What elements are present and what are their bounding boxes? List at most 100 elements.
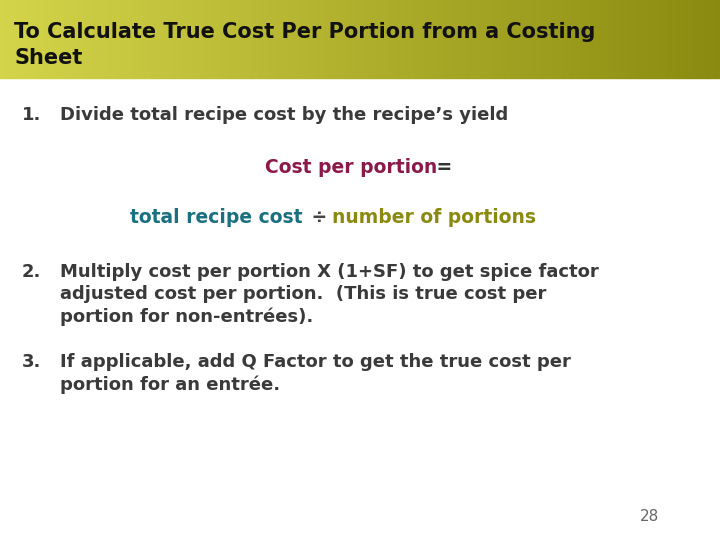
Bar [41, 0, 43, 78]
Bar [336, 0, 338, 78]
Bar [293, 0, 295, 78]
Bar [250, 0, 252, 78]
Bar [398, 0, 401, 78]
Bar [197, 0, 199, 78]
Bar [178, 0, 180, 78]
Bar [9, 0, 12, 78]
Bar [617, 0, 619, 78]
Bar [238, 0, 240, 78]
Bar [607, 0, 610, 78]
Bar [14, 0, 17, 78]
Bar [94, 0, 96, 78]
Bar [391, 0, 394, 78]
Bar [346, 0, 348, 78]
Bar [233, 0, 235, 78]
Bar [405, 0, 408, 78]
Bar [127, 0, 130, 78]
Bar [101, 0, 103, 78]
Bar [516, 0, 518, 78]
Bar [351, 0, 353, 78]
Bar [108, 0, 110, 78]
Bar [427, 0, 430, 78]
Bar [17, 0, 19, 78]
Bar [144, 0, 146, 78]
Text: Sheet: Sheet [14, 48, 82, 68]
Bar [240, 0, 243, 78]
Bar [362, 0, 365, 78]
Bar [588, 0, 590, 78]
Bar [19, 0, 22, 78]
Bar [72, 0, 74, 78]
Bar [521, 0, 523, 78]
Bar [252, 0, 254, 78]
Bar [300, 0, 302, 78]
Bar [698, 0, 701, 78]
Bar [161, 0, 163, 78]
Bar [629, 0, 631, 78]
Bar [322, 0, 324, 78]
Bar [423, 0, 425, 78]
Bar [420, 0, 423, 78]
Bar [574, 0, 576, 78]
Bar [547, 0, 549, 78]
Bar [475, 0, 477, 78]
Bar [410, 0, 413, 78]
Bar [216, 0, 218, 78]
Bar [581, 0, 583, 78]
Bar [403, 0, 405, 78]
Bar [180, 0, 182, 78]
Bar [151, 0, 153, 78]
Bar [60, 0, 63, 78]
Bar [24, 0, 27, 78]
Bar [439, 0, 441, 78]
Bar [449, 0, 451, 78]
Bar [384, 0, 387, 78]
Bar [379, 0, 382, 78]
Bar [477, 0, 480, 78]
Bar [603, 0, 605, 78]
Bar [132, 0, 135, 78]
Bar [5, 0, 7, 78]
Bar [192, 0, 194, 78]
Bar [682, 0, 684, 78]
Bar [482, 0, 485, 78]
Bar [305, 0, 307, 78]
Text: To Calculate True Cost Per Portion from a Costing: To Calculate True Cost Per Portion from … [14, 22, 595, 42]
Bar [211, 0, 214, 78]
Text: =: = [430, 158, 452, 177]
Bar [473, 0, 475, 78]
Bar [137, 0, 139, 78]
Bar [324, 0, 326, 78]
Bar [538, 0, 540, 78]
Bar [567, 0, 569, 78]
Bar [163, 0, 166, 78]
Bar [686, 0, 689, 78]
Bar [576, 0, 578, 78]
Bar [526, 0, 528, 78]
Bar [259, 0, 261, 78]
Bar [139, 0, 142, 78]
Bar [480, 0, 482, 78]
Bar [74, 0, 77, 78]
Bar [598, 0, 600, 78]
Bar [610, 0, 612, 78]
Bar [307, 0, 310, 78]
Bar [204, 0, 207, 78]
Text: Cost per portion: Cost per portion [265, 158, 437, 177]
Bar [711, 0, 713, 78]
Bar [187, 0, 189, 78]
Bar [27, 0, 29, 78]
Bar [672, 0, 675, 78]
Bar [125, 0, 127, 78]
Bar [297, 0, 300, 78]
Bar [53, 0, 55, 78]
Text: portion for non-entrées).: portion for non-entrées). [60, 307, 313, 326]
Bar [302, 0, 305, 78]
Bar [254, 0, 257, 78]
Bar [81, 0, 84, 78]
Bar [518, 0, 521, 78]
Bar [506, 0, 509, 78]
Bar [77, 0, 79, 78]
Text: 2.: 2. [22, 263, 41, 281]
Bar [319, 0, 322, 78]
